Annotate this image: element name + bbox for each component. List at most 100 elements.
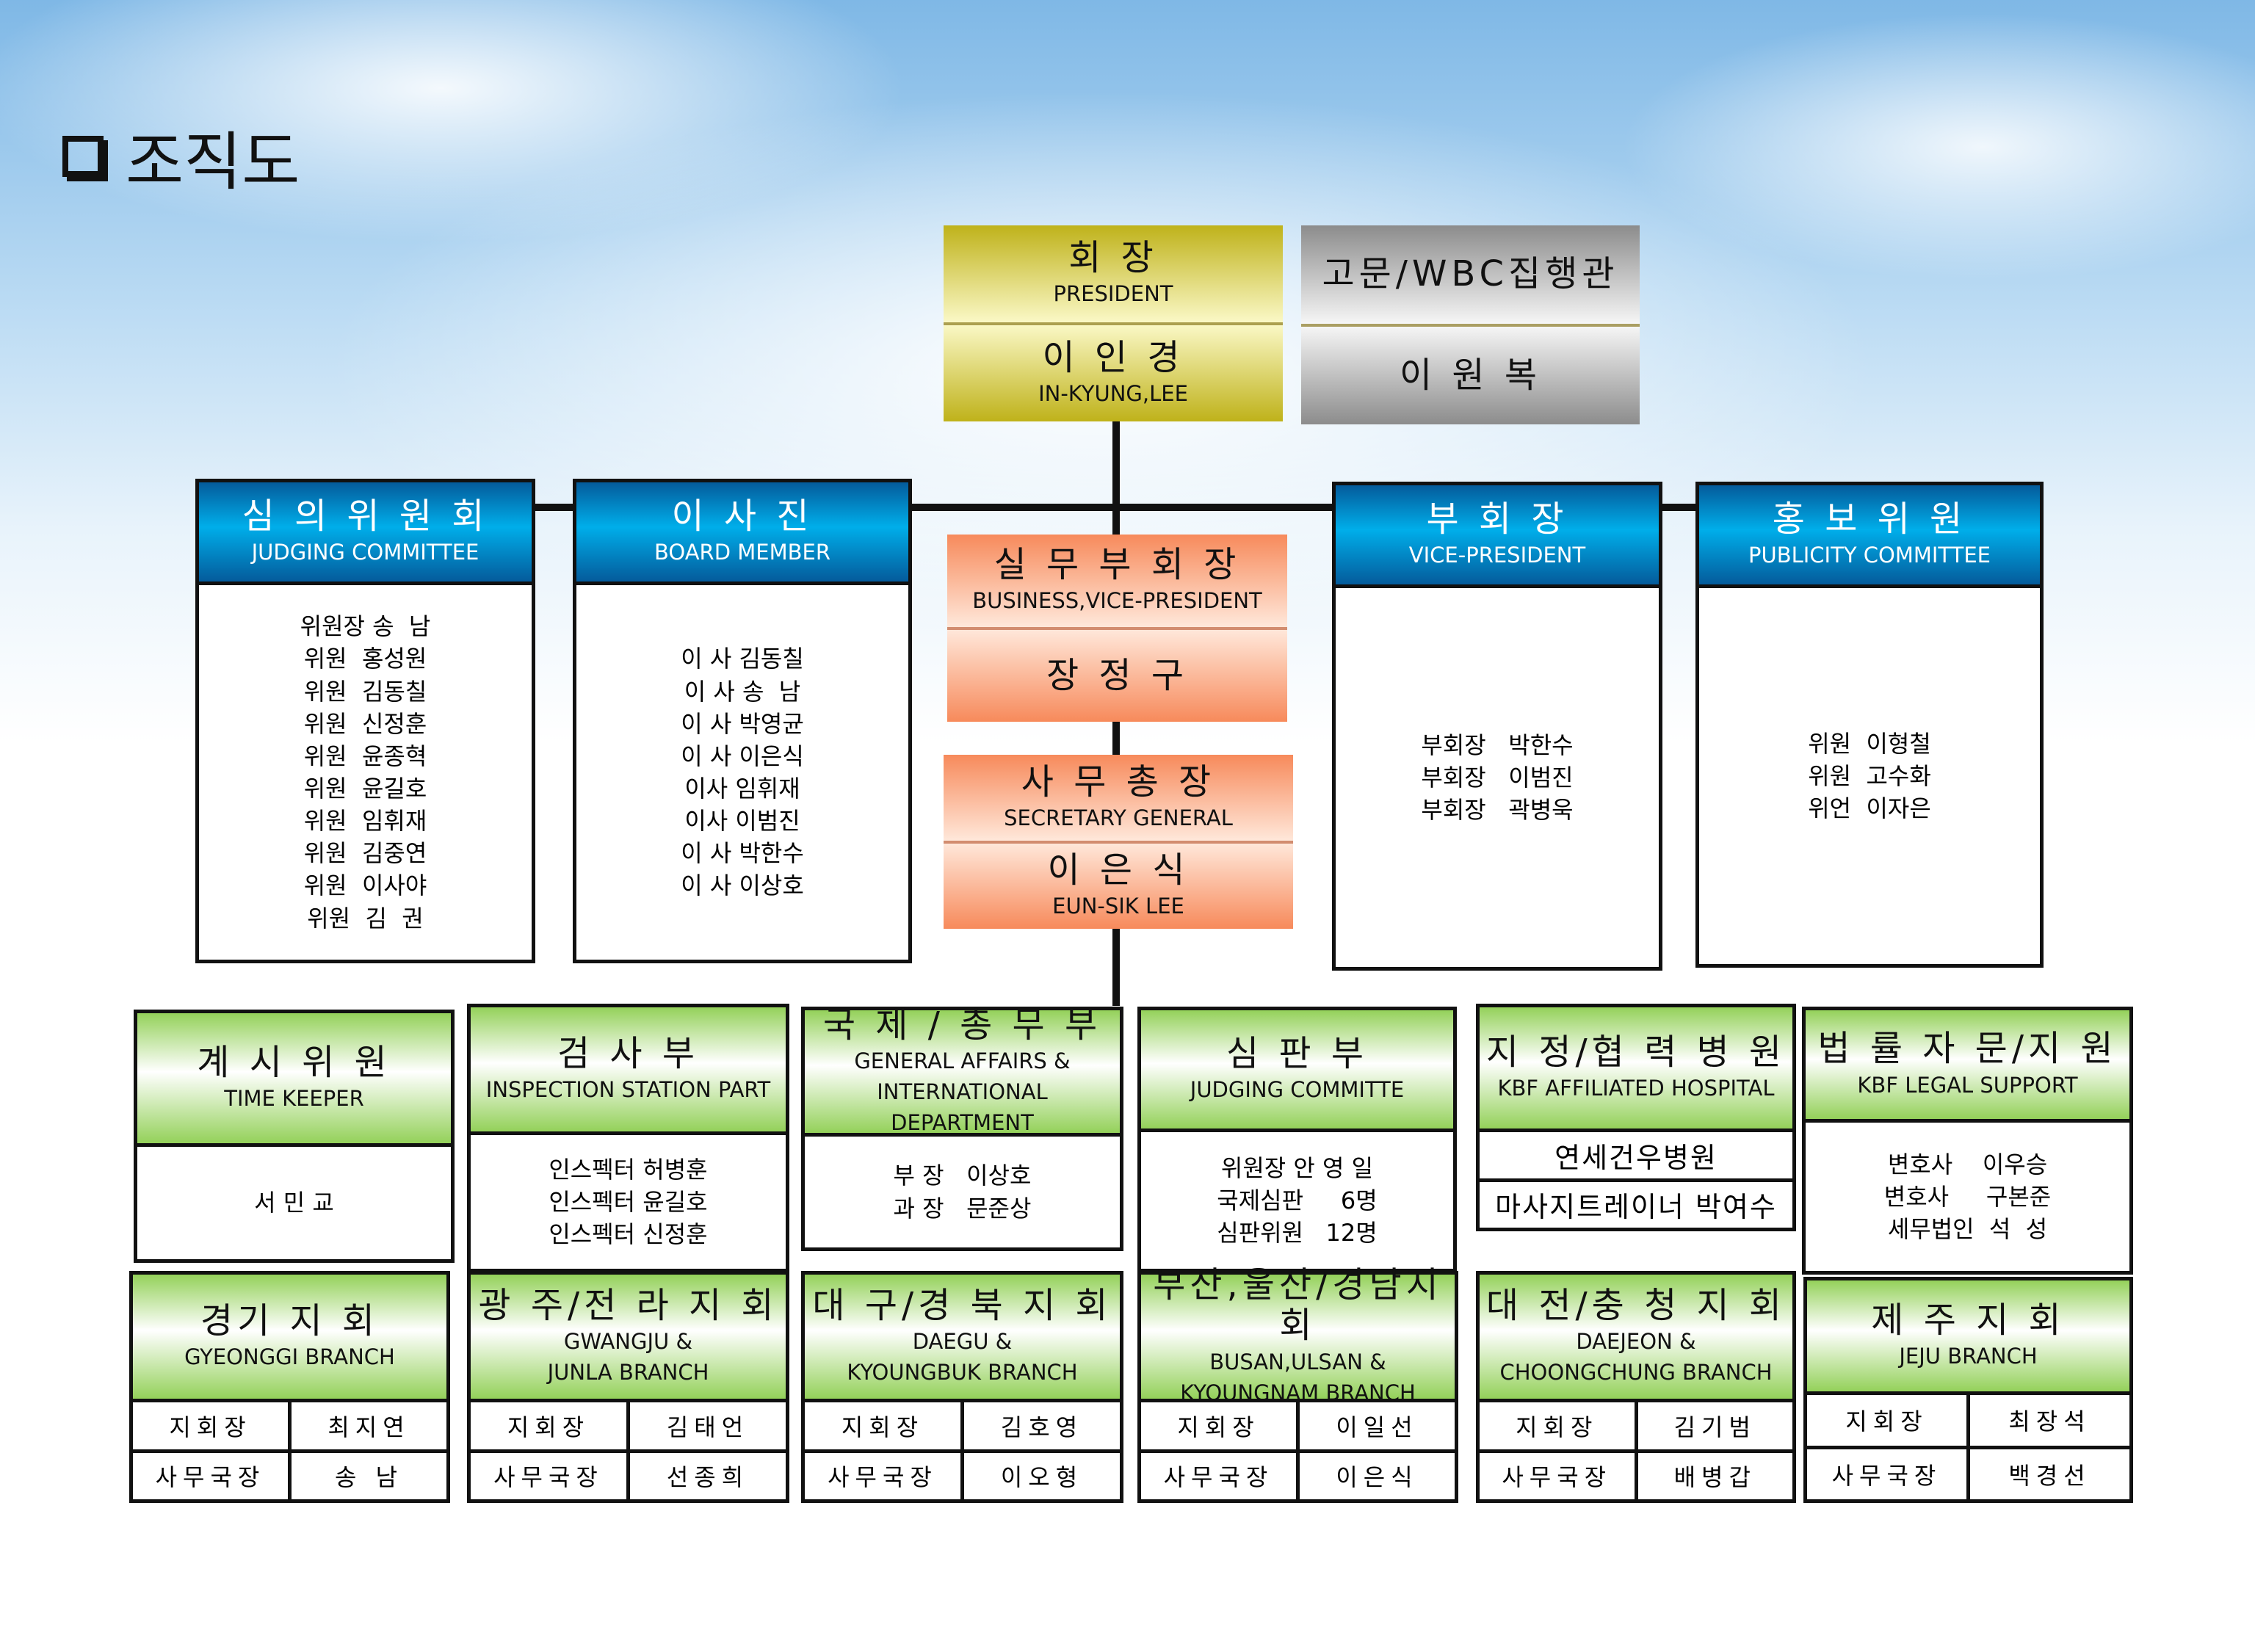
box-president: 회 장 PRESIDENT 이 인 경 IN-KYUNG,LEE — [944, 225, 1283, 421]
name-cell: 이은식 — [1296, 1452, 1455, 1499]
gwangju-title: 광 주/전 라 지 회 — [478, 1284, 778, 1326]
legal-title: 법 률 자 문/지 원 — [1817, 1028, 2118, 1070]
hospital-subtitle: KBF AFFILIATED HOSPITAL — [1497, 1076, 1775, 1101]
member-line: 위원 김중연 — [303, 839, 427, 868]
daejeon-subtitle: DAEJEON & — [1576, 1329, 1696, 1355]
judging-dept-members: 위원장 안 영 일 국제심판 6명 심판위원 12명 — [1141, 1132, 1453, 1269]
business_vp-label: 장 정 구 — [1046, 654, 1188, 696]
box-vice-president: 부 회 장 VICE-PRESIDENT 부회장 박한수 부회장 이범진 부회장 곽병욱 — [1332, 482, 1662, 971]
member-line: 이 사 송 남 — [684, 677, 801, 706]
hospital-header: 지 정/협 력 병 원 KBF AFFILIATED HOSPITAL — [1480, 1007, 1792, 1132]
box-time-keeper: 계 시 위 원 TIME KEEPER 서 민 교 — [134, 1010, 455, 1263]
judging-committee-title: 심 의 위 원 회 — [242, 495, 489, 537]
table-row: 지회장 김기범 — [1480, 1402, 1792, 1449]
jeju-title: 제 주 지 회 — [1871, 1299, 2066, 1341]
member-line: 부회장 곽병욱 — [1421, 796, 1574, 825]
judging-dept-header: 심 판 부 JUDGING COMMITTE — [1141, 1010, 1453, 1132]
busan-header: 부산,울산/경남지회 BUSAN,ULSAN & KYOUNGNAM BRANCH — [1141, 1265, 1455, 1405]
business_vp-english: BUSINESS,VICE-PRESIDENT — [972, 588, 1262, 614]
daegu-subtitle: DAEGU & — [912, 1329, 1013, 1355]
vice-president-members: 부회장 박한수 부회장 이범진 부회장 곽병욱 — [1336, 588, 1659, 967]
box-busan: 부산,울산/경남지회 BUSAN,ULSAN & KYOUNGNAM BRANCH 지… — [1137, 1265, 1458, 1503]
role-cell: 지회장 — [841, 1413, 924, 1441]
member-line: 인스펙터 신정훈 — [549, 1220, 708, 1249]
name-cell: 선종희 — [626, 1452, 786, 1499]
business_vp-label: 실 무 부 회 장 — [993, 544, 1241, 586]
member-line: 위원 윤길호 — [303, 775, 427, 803]
vice-president-subtitle: VICE-PRESIDENT — [1408, 543, 1586, 568]
jeju-table: 지회장 최장석 사무국장 백경선 — [1807, 1395, 2129, 1499]
general-affairs-subtitle: INTERNATIONAL DEPARTMENT — [877, 1079, 1048, 1136]
member-line: 세무법인 석 성 — [1887, 1215, 2048, 1244]
box-judging-committee: 심 의 위 원 회 JUDGING COMMITTEE 위원장 송 남 위원 홍성원 위… — [195, 479, 535, 963]
member-line: 위원장 안 영 일 — [1220, 1153, 1374, 1182]
box-daejeon: 대 전/충 청 지 회 DAEJEON & CHOONGCHUNG BRANCH 지회… — [1476, 1271, 1796, 1503]
board-member-header: 이 사 진 BOARD MEMBER — [576, 482, 908, 585]
judging-committee-subtitle: JUDGING COMMITTEE — [251, 540, 479, 565]
gwangju-header: 광 주/전 라 지 회 GWANGJU & JUNLA BRANCH — [471, 1275, 786, 1402]
member-line: 위원 고수화 — [1808, 761, 1931, 790]
box-business-vp: 실 무 부 회 장 BUSINESS,VICE-PRESIDENT 장 정 구 — [947, 535, 1287, 722]
role-cell: 지회장 — [507, 1413, 590, 1441]
name-cell: 송 남 — [288, 1452, 446, 1499]
name-cell: 김호영 — [960, 1402, 1120, 1449]
member-line: 국제심판 6명 — [1217, 1186, 1378, 1214]
advisor-section: 이 원 복 — [1301, 323, 1640, 425]
publicity-committee-title: 홍 보 위 원 — [1772, 498, 1967, 540]
publicity-committee-members: 위원 이형철 위원 고수화 위언 이자은 — [1699, 588, 2040, 964]
member-line: 위언 이자은 — [1808, 794, 1931, 823]
name-cell: 김기범 — [1634, 1402, 1793, 1449]
secretary_general-english: EUN-SIK LEE — [1052, 894, 1184, 919]
gwangju-subtitle: GWANGJU & — [563, 1329, 693, 1355]
publicity-committee-subtitle: PUBLICITY COMMITTEE — [1748, 543, 1991, 568]
connector-horizontal — [535, 504, 1699, 511]
inspection-title: 검 사 부 — [557, 1032, 699, 1074]
member-line: 과 장 문준상 — [893, 1194, 1032, 1222]
gwangju-subtitle: JUNLA BRANCH — [547, 1360, 709, 1385]
member-line: 부회장 박한수 — [1421, 731, 1574, 759]
inspection-members: 인스펙터 허병훈 인스펙터 윤길호 인스펙터 신정훈 — [471, 1135, 786, 1269]
time-keeper-subtitle: TIME KEEPER — [224, 1086, 364, 1112]
jeju-subtitle: JEJU BRANCH — [1899, 1344, 2038, 1369]
box-legal: 법 률 자 문/지 원 KBF LEGAL SUPPORT 변호사 이우승 변호사 구… — [1802, 1007, 2133, 1275]
daejeon-header: 대 전/충 청 지 회 DAEJEON & CHOONGCHUNG BRANCH — [1480, 1275, 1792, 1402]
table-row: 지회장 최장석 — [1807, 1395, 2129, 1446]
president-section: 이 인 경 IN-KYUNG,LEE — [944, 322, 1283, 422]
member-line: 인스펙터 윤길호 — [549, 1187, 708, 1216]
name-cell: 이일선 — [1296, 1402, 1455, 1449]
general-affairs-subtitle: GENERAL AFFAIRS & — [854, 1048, 1071, 1074]
publicity-committee-header: 홍 보 위 원 PUBLICITY COMMITTEE — [1699, 485, 2040, 588]
name-cell: 연세건우병원 — [1554, 1141, 1718, 1174]
gyeonggi-subtitle: GYEONGGI BRANCH — [184, 1344, 395, 1370]
president-label: 이 인 경 — [1042, 336, 1184, 378]
time-keeper-members: 서 민 교 — [137, 1147, 451, 1259]
box-publicity-committee: 홍 보 위 원 PUBLICITY COMMITTEE 위원 이형철 위원 고수화 위언… — [1695, 482, 2044, 968]
table-row: 지회장 이일선 — [1141, 1402, 1455, 1449]
gyeonggi-title: 경기 지 회 — [200, 1300, 380, 1341]
name-cell: 마사지트레이너 박여수 — [1495, 1191, 1777, 1224]
table-row: 사무국장 배병갑 — [1480, 1449, 1793, 1499]
member-line: 위원 이사야 — [303, 872, 427, 900]
table-row: 마사지트레이너 박여수 — [1480, 1178, 1792, 1228]
table-row: 사무국장 선종희 — [471, 1449, 786, 1499]
president-english: PRESIDENT — [1053, 281, 1173, 307]
secretary_general-english: SECRETARY GENERAL — [1004, 805, 1233, 830]
table-row: 연세건우병원 — [1480, 1132, 1792, 1178]
secretary_general-label: 이 은 식 — [1047, 849, 1190, 891]
page-title: 조직도 — [62, 110, 300, 202]
box-general-affairs: 국 제 / 총 무 부 GENERAL AFFAIRS & INTERNATIONA… — [801, 1004, 1123, 1251]
business_vp-section: 장 정 구 — [947, 626, 1287, 722]
inspection-header: 검 사 부 INSPECTION STATION PART — [471, 1007, 786, 1135]
name-cell: 배병갑 — [1634, 1452, 1793, 1499]
box-advisor: 고문/WBC집행관 이 원 복 — [1301, 225, 1640, 424]
box-inspection: 검 사 부 INSPECTION STATION PART 인스펙터 허병훈 인스펙터… — [467, 1004, 789, 1272]
role-cell: 사무국장 — [493, 1463, 604, 1492]
table-row: 사무국장 이오형 — [805, 1449, 1120, 1499]
judging-dept-title: 심 판 부 — [1226, 1032, 1368, 1074]
secretary_general-label: 사 무 총 장 — [1021, 761, 1216, 803]
time-keeper-header: 계 시 위 원 TIME KEEPER — [137, 1013, 451, 1147]
member-line: 위원 신정훈 — [303, 709, 427, 738]
general-affairs-members: 부 장 이상호 과 장 문준상 — [805, 1137, 1120, 1247]
legal-header: 법 률 자 문/지 원 KBF LEGAL SUPPORT — [1806, 1010, 2129, 1123]
